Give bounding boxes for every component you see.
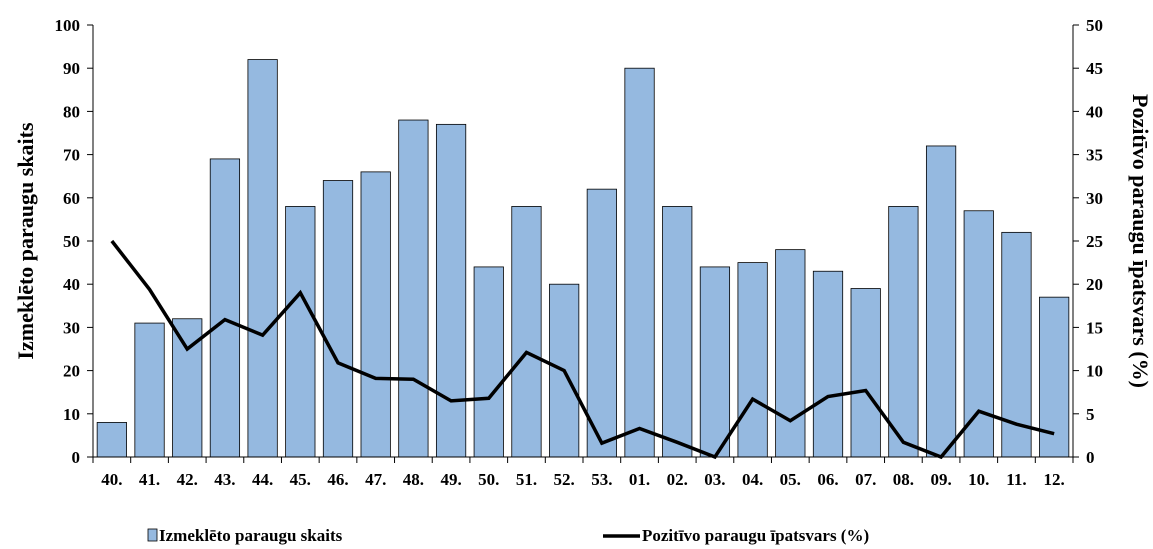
bar bbox=[435, 123, 467, 458]
bar bbox=[850, 288, 881, 458]
line-series bbox=[110, 239, 1055, 460]
bar bbox=[699, 266, 731, 458]
bar bbox=[662, 206, 693, 458]
x-tick-label: 40. bbox=[101, 470, 122, 489]
x-tick-label: 47. bbox=[365, 470, 386, 489]
y2-tick-label: 40 bbox=[1086, 102, 1103, 121]
x-tick-label: 46. bbox=[327, 470, 348, 489]
right-axis-title: Pozitīvo paraugu īpatsvars (%) bbox=[1128, 94, 1153, 388]
x-tick-label: 02. bbox=[667, 470, 688, 489]
legend-bar-swatch bbox=[147, 528, 158, 542]
x-tick-label: 10. bbox=[968, 470, 989, 489]
x-tick-label: 08. bbox=[893, 470, 914, 489]
x-tick-label: 42. bbox=[177, 470, 198, 489]
y2-tick-label: 45 bbox=[1086, 59, 1103, 78]
bar bbox=[209, 158, 241, 458]
bar bbox=[285, 206, 316, 458]
bar bbox=[888, 206, 919, 458]
x-tick-label: 50. bbox=[478, 470, 499, 489]
y2-tick-label: 25 bbox=[1086, 232, 1103, 251]
bar bbox=[360, 171, 391, 458]
y-tick-label: 0 bbox=[72, 448, 81, 467]
bar bbox=[586, 188, 617, 458]
bar-series bbox=[96, 59, 1070, 458]
x-tick-label: 51. bbox=[516, 470, 537, 489]
y-tick-label: 30 bbox=[63, 318, 80, 337]
x-tick-label: 53. bbox=[591, 470, 612, 489]
y-tick-label: 70 bbox=[63, 146, 80, 165]
bar bbox=[775, 249, 806, 458]
y-tick-label: 40 bbox=[63, 275, 80, 294]
y-tick-label: 60 bbox=[63, 189, 80, 208]
x-tick-label: 04. bbox=[742, 470, 763, 489]
bar bbox=[737, 262, 768, 458]
bar bbox=[247, 59, 278, 458]
x-tick-label: 41. bbox=[139, 470, 160, 489]
y-tick-label: 10 bbox=[63, 405, 80, 424]
x-tick-label: 11. bbox=[1006, 470, 1026, 489]
y2-tick-label: 15 bbox=[1086, 318, 1103, 337]
bar bbox=[925, 145, 957, 458]
x-tick-label: 48. bbox=[403, 470, 424, 489]
bar bbox=[134, 322, 165, 458]
x-tick-label: 09. bbox=[930, 470, 951, 489]
y-tick-label: 50 bbox=[63, 232, 80, 251]
left-axis-title: Izmeklēto paraugu skaits bbox=[13, 122, 38, 360]
x-tick-label: 03. bbox=[704, 470, 725, 489]
legend: Izmeklēto paraugu skaits Pozitīvo paraug… bbox=[147, 526, 869, 545]
bar bbox=[511, 206, 542, 458]
y-tick-label: 100 bbox=[55, 16, 81, 35]
y2-tick-label: 5 bbox=[1086, 405, 1095, 424]
y-tick-label: 90 bbox=[63, 59, 80, 78]
x-tick-label: 05. bbox=[780, 470, 801, 489]
y2-tick-label: 10 bbox=[1086, 362, 1103, 381]
bar bbox=[473, 266, 504, 458]
x-tick-label: 45. bbox=[290, 470, 311, 489]
y2-tick-label: 50 bbox=[1086, 16, 1103, 35]
y-tick-label: 80 bbox=[63, 102, 80, 121]
bar bbox=[624, 67, 655, 458]
x-tick-label: 06. bbox=[817, 470, 838, 489]
x-tick-label: 07. bbox=[855, 470, 876, 489]
bar bbox=[322, 180, 354, 458]
right-axis-ticks: 0 5 10 15 20 25 30 35 40 45 50 bbox=[1073, 16, 1103, 467]
y2-tick-label: 0 bbox=[1086, 448, 1095, 467]
x-tick-label: 49. bbox=[440, 470, 461, 489]
x-axis-ticks: 40. 41. 42. 43. 44. 45. 46. 47. 48. 49. 50. 51. 52. 5… bbox=[92, 457, 1074, 489]
legend-line-label: Pozitīvo paraugu īpatsvars (%) bbox=[642, 526, 869, 545]
x-tick-label: 44. bbox=[252, 470, 273, 489]
bar bbox=[963, 210, 994, 458]
bar bbox=[96, 422, 127, 458]
y2-tick-label: 30 bbox=[1086, 189, 1103, 208]
x-tick-label: 52. bbox=[554, 470, 575, 489]
left-axis-ticks: 0 10 20 30 40 50 60 70 80 90 100 bbox=[55, 16, 93, 467]
y-tick-label: 20 bbox=[63, 362, 80, 381]
bar bbox=[812, 270, 844, 458]
x-tick-label: 12. bbox=[1044, 470, 1065, 489]
x-tick-label: 43. bbox=[214, 470, 235, 489]
legend-bar-label: Izmeklēto paraugu skaits bbox=[159, 526, 343, 545]
y2-tick-label: 35 bbox=[1086, 146, 1103, 165]
bar bbox=[398, 119, 429, 458]
x-tick-label: 01. bbox=[629, 470, 650, 489]
y2-tick-label: 20 bbox=[1086, 275, 1103, 294]
